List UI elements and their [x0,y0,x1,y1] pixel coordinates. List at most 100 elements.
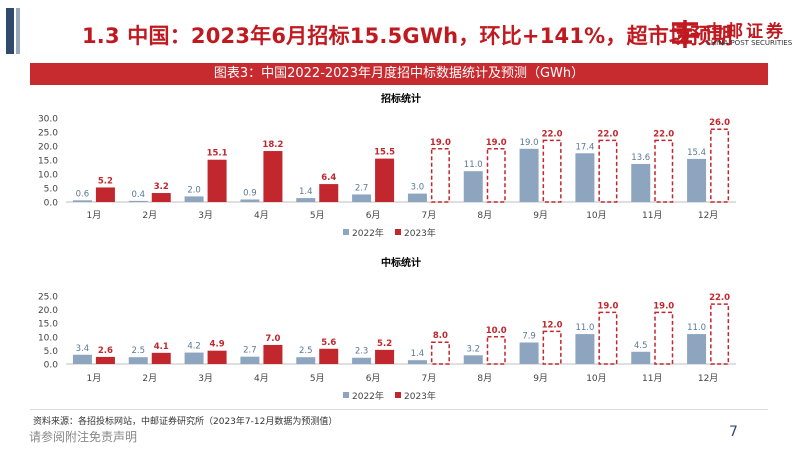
data-label-2023: 5.2 [377,339,392,349]
data-label-2023: 19.0 [486,138,507,148]
bar-2023 [151,352,171,364]
bar-2022 [463,355,483,364]
x-tick-label: 4月 [254,373,269,384]
disclaimer: 请参阅附注免责声明 [29,430,138,444]
data-label-2023: 15.5 [374,148,395,158]
bar-2023 [319,348,339,364]
y-tick-label: 20.0 [38,143,58,153]
bar-2022 [463,171,483,202]
bar-2023 [375,158,395,202]
legend-swatch-2023 [395,229,401,235]
data-label-2022: 0.9 [243,188,257,198]
data-label-2023: 22.0 [709,293,730,303]
data-label-2023: 22.0 [653,129,674,139]
slide-title: 1.3 中国：2023年6月招标15.5GWh，环比+141%，超市场预期 [82,24,733,48]
bar-2022 [519,342,539,364]
x-tick-label: 3月 [198,373,213,384]
bar-2023 [263,151,283,202]
data-label-2022: 0.6 [76,189,90,199]
y-tick-label: 25.0 [38,129,58,139]
data-label-2022: 2.5 [131,346,145,356]
data-label-2022: 2.3 [355,347,369,357]
data-label-2022: 4.2 [187,342,201,352]
data-label-2022: 11.0 [575,323,594,333]
bar-2023-forecast [430,341,450,365]
data-label-2023: 5.6 [321,338,336,348]
bar-2022 [519,148,539,202]
data-label-2022: 2.7 [355,183,369,193]
data-label-2023: 4.1 [154,342,169,352]
y-tick-label: 5.0 [44,185,59,195]
data-label-2023: 2.6 [98,346,113,356]
bar-2023 [207,350,227,364]
bar-2022 [687,158,707,202]
data-label-2023: 18.2 [262,140,283,150]
x-tick-label: 10月 [586,210,606,221]
x-tick-label: 11月 [642,373,662,384]
bar-2022 [407,193,427,202]
bar-2023-forecast [598,311,618,365]
awarded-chart: 中标统计 0.0 5.0 10.0 15.0 20.0 25.0 3.4 2.6 1月 2.5 4.1… [20,254,760,406]
x-tick-label: 3月 [198,210,213,221]
data-label-2023: 6.4 [321,173,336,183]
legend-label-2023: 2023年 [404,227,436,239]
data-label-2023: 5.2 [98,176,113,186]
bar-2023-forecast [654,311,674,365]
y-tick-label: 10.0 [38,171,58,181]
data-label-2022: 15.4 [687,148,706,158]
y-tick-label: 0.0 [44,361,59,371]
bar-2023-forecast [654,139,674,203]
bar-2022 [184,352,204,364]
bar-2023 [95,187,115,202]
x-tick-label: 12月 [698,373,718,384]
x-tick-label: 2月 [142,373,157,384]
x-tick-label: 1月 [87,210,102,221]
bar-2022 [352,194,372,202]
data-label-2022: 13.6 [631,153,650,163]
bar-2022 [631,163,651,202]
china-post-logo-icon [672,20,698,48]
bar-2023 [151,193,171,202]
x-tick-label: 7月 [422,373,437,384]
x-tick-label: 11月 [642,210,662,221]
logo-text-en: CHINA POST SECURITIES [706,39,793,47]
data-label-2023: 19.0 [430,138,451,148]
data-label-2022: 19.0 [520,138,539,148]
x-tick-label: 8月 [477,210,492,221]
x-tick-label: 1月 [87,373,102,384]
x-tick-label: 9月 [533,210,548,221]
company-logo: 中邮证券 CHINA POST SECURITIES [668,16,800,52]
bar-2022 [631,351,651,364]
bar-2022 [575,153,595,202]
data-label-2023: 3.2 [154,182,169,192]
legend-label-2022: 2022年 [352,227,384,239]
x-tick-label: 9月 [533,373,548,384]
data-label-2022: 3.4 [76,344,90,354]
y-tick-label: 5.0 [44,347,59,357]
x-tick-label: 10月 [586,373,606,384]
data-label-2022: 4.5 [634,341,648,351]
y-tick-label: 15.0 [38,320,58,330]
bar-2023 [375,349,395,364]
x-tick-label: 5月 [310,210,325,221]
bar-2023-forecast [710,128,730,203]
x-tick-label: 6月 [366,210,381,221]
bar-2022 [240,199,260,202]
x-tick-label: 4月 [254,210,269,221]
data-label-2023: 15.1 [207,149,228,159]
logo-text-cn: 中邮证券 [706,22,786,42]
data-label-2022: 17.4 [575,142,594,152]
source-note: 资料来源：各招投标网站，中邮证券研究所（2023年7-12月数据为预测值） [33,417,338,427]
bidding-chart: 招标统计 0.0 5.0 10.0 15.0 20.0 25.0 30.0 0.6 5.2 1月 0.… [20,88,760,248]
bar-2022 [128,200,148,202]
chart-title: 中标统计 [381,256,421,269]
data-label-2023: 22.0 [542,129,563,139]
page-number: 7 [729,424,738,440]
data-label-2022: 1.4 [411,349,425,359]
bar-2022 [296,198,316,202]
data-label-2023: 8.0 [433,331,448,341]
data-label-2023: 26.0 [709,118,730,128]
bar-2023-forecast [542,330,562,365]
bar-2023 [95,356,115,364]
y-tick-label: 15.0 [38,157,58,167]
